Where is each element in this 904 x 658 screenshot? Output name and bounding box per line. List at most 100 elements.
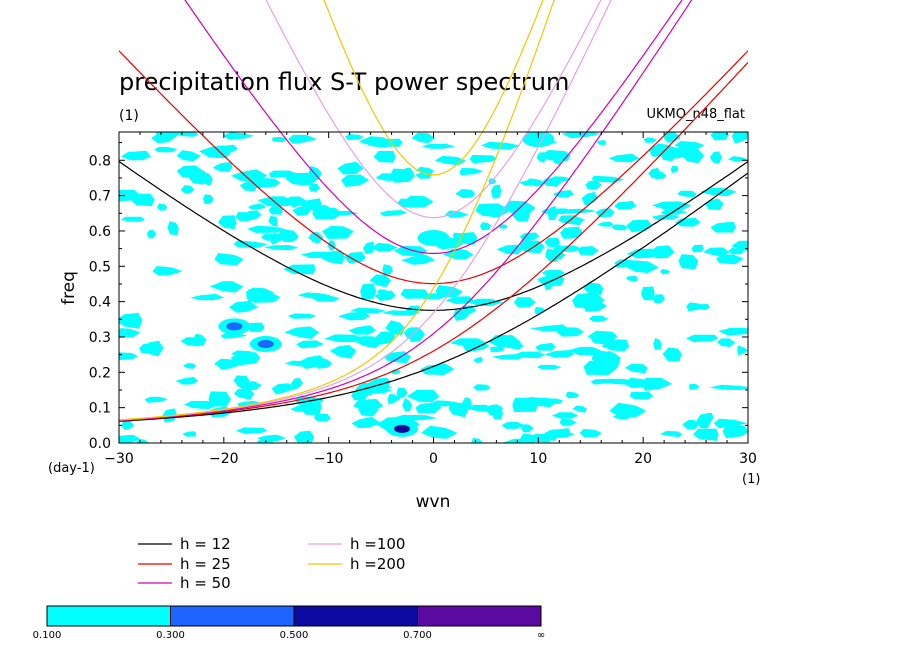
- y-axis: 0.0 0.1 0.2 0.3 0.4 0.5 0.6 0.7 0.8: [89, 142, 748, 452]
- contour-blob: [674, 141, 705, 149]
- contour-blob: [693, 428, 719, 441]
- dispersion-curve-mrg: [119, 172, 748, 422]
- legend: h = 12 h = 25h = 50 h =100 h =200: [138, 535, 405, 592]
- contour-blob: [445, 296, 475, 304]
- contour-blob: [660, 151, 677, 162]
- contour-blob: [182, 431, 197, 437]
- contour-blob: [152, 266, 183, 276]
- y-tick-label: 0.6: [89, 224, 111, 240]
- contour-blob: [467, 298, 504, 306]
- contour-blob: [728, 247, 744, 255]
- contour-blob: [552, 153, 562, 165]
- contour-blob: [180, 337, 206, 347]
- contour-blob: [401, 254, 436, 265]
- contour-blob: [338, 312, 371, 321]
- contour-blob: [710, 221, 736, 233]
- x-tick-label: −30: [104, 451, 134, 467]
- contour-blob: [278, 384, 297, 390]
- contour-blob: [641, 377, 673, 391]
- y-tick-label: 0.0: [89, 436, 111, 452]
- contour-blob: [402, 397, 413, 412]
- contour-blob: [650, 245, 675, 259]
- contour-blob: [292, 206, 311, 216]
- contour-blob: [612, 414, 631, 420]
- contour-blob: [233, 388, 255, 400]
- contour-blob: [686, 334, 719, 343]
- contour-blob: [182, 363, 197, 369]
- contour-blob: [611, 224, 628, 231]
- contour-blob: [407, 389, 440, 403]
- x-tick-label: −20: [209, 451, 239, 467]
- contour-blob: [348, 325, 377, 335]
- contour-blob: [270, 238, 278, 245]
- x-units-label: (1): [742, 472, 760, 487]
- contour-blob: [120, 216, 145, 222]
- y-tick-label: 0.4: [89, 295, 111, 311]
- contour-blob: [535, 342, 556, 351]
- contour-blob: [411, 132, 435, 144]
- contour-blob: [421, 425, 458, 439]
- contour-blob: [710, 132, 729, 141]
- contour-blob: [652, 201, 692, 211]
- contour-blob: [629, 391, 654, 400]
- contour-blob: [344, 134, 364, 141]
- contour-blob: [119, 329, 133, 338]
- contour-blob: [520, 424, 534, 433]
- dispersion-curves-layer: [119, 132, 748, 422]
- colorbar-segment: [417, 605, 542, 627]
- contour-feature-inner: [425, 234, 442, 243]
- contour-blob: [218, 215, 237, 230]
- contour-blob: [376, 138, 403, 147]
- contour-blob: [626, 260, 659, 273]
- contour-blob: [139, 342, 164, 354]
- contour-blob: [536, 274, 565, 286]
- contour-blob: [696, 413, 712, 429]
- contour-blob: [119, 189, 141, 202]
- contour-blob: [300, 251, 336, 258]
- contour-blob: [350, 307, 386, 314]
- legend-label: h =100: [350, 535, 405, 553]
- contour-blob: [737, 345, 748, 356]
- contour-blob: [670, 165, 679, 173]
- colorbar-segment: [293, 605, 418, 627]
- y-axis-label: freq: [59, 271, 79, 305]
- contour-blob: [337, 161, 364, 175]
- legend-label: h =200: [350, 555, 405, 573]
- colorbar-label: ∞: [537, 630, 545, 641]
- contour-blob: [545, 429, 559, 441]
- contour-blob: [367, 405, 378, 417]
- contour-blob: [369, 274, 392, 288]
- contour-blob: [496, 244, 522, 255]
- contour-blob: [214, 253, 244, 266]
- contour-blob: [597, 221, 614, 227]
- contour-blob: [268, 205, 283, 215]
- dispersion-curve-ig: [119, 161, 748, 311]
- contour-blob: [403, 167, 414, 178]
- contour-blob: [284, 326, 320, 339]
- contour-blob: [119, 312, 143, 329]
- contour-blob: [120, 150, 151, 161]
- contour-blob: [700, 187, 737, 197]
- contour-blob: [591, 337, 615, 345]
- contour-blob: [235, 427, 268, 434]
- y-units-label: (day-1): [48, 461, 95, 476]
- contour-blob: [151, 133, 174, 144]
- contour-blob: [157, 203, 168, 211]
- contour-blob: [614, 345, 623, 351]
- contour-blob: [451, 403, 467, 416]
- contour-blob: [215, 144, 238, 152]
- x-tick-label: 0: [429, 451, 438, 467]
- contour-blob: [468, 404, 491, 412]
- colorbar-segment: [170, 605, 295, 627]
- contour-blob: [308, 232, 324, 244]
- colorbar: 0.100 0.300 0.500 0.700 ∞: [33, 605, 545, 641]
- contour-blob: [660, 269, 671, 275]
- contour-blob: [214, 358, 244, 369]
- dispersion-curve-mrg: [119, 132, 684, 422]
- contour-blob: [609, 402, 646, 418]
- contour-blob: [541, 208, 574, 214]
- contour-blob: [488, 335, 522, 349]
- contour-blob: [293, 430, 315, 443]
- contour-blob: [663, 132, 681, 143]
- contour-blob: [306, 204, 332, 213]
